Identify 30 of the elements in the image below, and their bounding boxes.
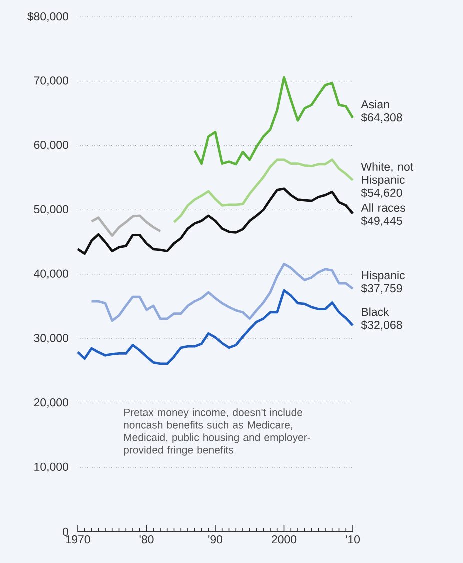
x-tick-label: '80 <box>140 536 154 544</box>
y-tick-label: 60,000 <box>34 141 69 151</box>
line-series <box>173 158 354 224</box>
line-series <box>90 214 162 238</box>
data-label: $54,620 <box>361 188 402 198</box>
y-tick-label: 0 <box>63 528 69 536</box>
x-tick-label: 1970 <box>66 536 90 544</box>
data-label: $64,308 <box>361 113 402 124</box>
series-label: Hispanic <box>362 271 405 282</box>
line-series <box>90 263 354 322</box>
y-tick-label: 10,000 <box>34 462 69 472</box>
series-label: White, not Hispanic <box>361 162 414 186</box>
x-tick-label: 2000 <box>272 536 297 544</box>
series-label: Black <box>362 308 390 316</box>
data-label: $37,759 <box>361 284 402 294</box>
data-label: $32,068 <box>361 320 402 331</box>
y-tick-label: 30,000 <box>34 334 69 344</box>
line-series <box>194 76 354 166</box>
y-tick-label: 70,000 <box>34 76 69 86</box>
y-tick-label: 40,000 <box>34 270 69 280</box>
annotation: Pretax money income, doesn't include noncash benefits such as Medicare, Medicaid, public housing and employer-provided fringe benefits <box>124 408 310 456</box>
y-tick-label: $80,000 <box>28 12 69 22</box>
x-tick-label: '90 <box>208 536 223 544</box>
data-label: $49,445 <box>361 216 402 226</box>
x-tick-label: '10 <box>346 536 360 544</box>
line-series <box>76 289 354 366</box>
y-tick-label: 50,000 <box>34 205 69 215</box>
series-label: Asian <box>361 100 390 109</box>
y-tick-label: 20,000 <box>34 398 69 408</box>
series-label: All races <box>361 204 406 212</box>
